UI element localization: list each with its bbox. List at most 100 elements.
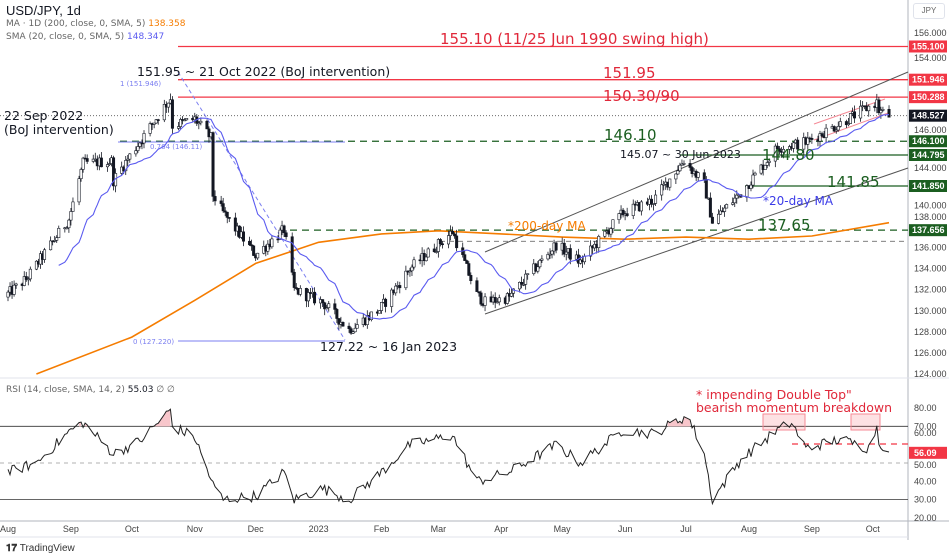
candle bbox=[696, 171, 700, 182]
candle-body bbox=[848, 113, 852, 124]
ann-jan-low: 127.22 ~ 16 Jan 2023 bbox=[320, 339, 457, 354]
candle-body bbox=[241, 231, 245, 242]
candle bbox=[832, 125, 836, 133]
candle bbox=[597, 234, 601, 253]
currency-button[interactable]: JPY bbox=[913, 3, 945, 19]
symbol-title[interactable]: USD/JPY, 1d bbox=[6, 3, 81, 18]
candle-body bbox=[341, 322, 345, 327]
candle-body bbox=[753, 172, 757, 176]
candle-body bbox=[156, 119, 160, 121]
candle bbox=[751, 169, 755, 189]
time-tick-label: Apr bbox=[494, 524, 508, 534]
candle bbox=[568, 244, 572, 265]
candle-body bbox=[227, 217, 231, 219]
candle bbox=[81, 156, 85, 173]
candle bbox=[199, 117, 203, 126]
candle bbox=[479, 290, 483, 307]
candle-body bbox=[859, 105, 863, 119]
price-tick-label: 154.000 bbox=[914, 53, 947, 63]
candle-body bbox=[138, 142, 142, 147]
candle-body bbox=[475, 280, 479, 292]
price-tick-label: 132.000 bbox=[914, 285, 947, 295]
candle-body bbox=[438, 239, 442, 245]
ann-146: 146.10 bbox=[604, 126, 657, 144]
candle-body bbox=[469, 275, 473, 281]
minor-channel-upper[interactable] bbox=[813, 98, 886, 125]
candle-body bbox=[99, 157, 103, 168]
tradingview-logo[interactable]: 𝟏𝟕 TradingView bbox=[6, 543, 75, 554]
candle-body bbox=[522, 284, 526, 286]
candle-body bbox=[55, 237, 59, 241]
candle bbox=[225, 211, 229, 224]
price-tag bbox=[909, 135, 947, 148]
candle bbox=[806, 131, 810, 150]
channel-lower-line[interactable] bbox=[484, 167, 909, 315]
ma20-value: 148.347 bbox=[127, 32, 165, 42]
candle-body bbox=[702, 172, 706, 180]
candle-body bbox=[505, 293, 509, 304]
candle-body bbox=[824, 127, 828, 138]
candle-body bbox=[223, 210, 227, 213]
candle-body bbox=[43, 249, 47, 260]
candle-body bbox=[650, 198, 654, 205]
candle bbox=[284, 230, 288, 240]
candle bbox=[53, 235, 57, 243]
candle-body bbox=[410, 266, 414, 272]
candle bbox=[126, 155, 130, 167]
candle bbox=[463, 250, 467, 261]
candle bbox=[436, 238, 440, 258]
time-tick-label: Sep bbox=[63, 524, 79, 534]
candle-body bbox=[292, 271, 296, 288]
ann-intervention-oct: 151.95 ~ 21 Oct 2022 (BoJ intervention) bbox=[137, 64, 390, 79]
candle bbox=[550, 250, 554, 259]
candle bbox=[22, 271, 26, 287]
candle bbox=[887, 105, 891, 118]
candle-body bbox=[347, 325, 351, 329]
candle bbox=[438, 238, 442, 247]
fib-trend-line[interactable] bbox=[177, 71, 346, 341]
candle bbox=[124, 156, 128, 176]
candle bbox=[818, 130, 822, 148]
candle-body bbox=[597, 236, 601, 249]
candle-body bbox=[536, 266, 540, 272]
candle-body bbox=[467, 263, 471, 276]
price-tag-label: 148.527 bbox=[912, 111, 945, 121]
double-top-box-2[interactable] bbox=[850, 413, 881, 431]
price-axis[interactable]: 156.000 154.000 146.000 144.000 140.000 138.0… bbox=[914, 28, 947, 379]
candle bbox=[221, 197, 225, 213]
candle bbox=[424, 254, 428, 262]
time-axis[interactable]: Aug Sep Oct Nov Dec 2023 Feb Mar Apr May Jun Jul Aug… bbox=[0, 524, 880, 534]
candle-body bbox=[731, 202, 735, 205]
price-tag bbox=[909, 224, 947, 237]
candle bbox=[455, 229, 459, 251]
candle bbox=[71, 197, 75, 212]
candle bbox=[583, 253, 587, 265]
time-tick-label: Mar bbox=[431, 524, 447, 534]
price-tag bbox=[909, 40, 947, 53]
candle bbox=[250, 239, 254, 251]
candle-body bbox=[126, 158, 130, 161]
candle-body bbox=[463, 254, 467, 261]
candle bbox=[398, 281, 402, 294]
candle bbox=[128, 153, 132, 163]
candle-body bbox=[71, 201, 75, 212]
candle bbox=[24, 271, 28, 282]
candle-body bbox=[369, 311, 373, 320]
candle bbox=[475, 277, 479, 292]
candle-body bbox=[65, 227, 69, 230]
candle-body bbox=[105, 164, 109, 168]
candle bbox=[639, 200, 643, 216]
candle bbox=[134, 146, 138, 157]
candle bbox=[140, 139, 144, 150]
candle-body bbox=[465, 260, 469, 264]
candle bbox=[43, 247, 47, 263]
candle bbox=[688, 159, 692, 171]
candle-body bbox=[662, 183, 666, 186]
channel-upper-line[interactable] bbox=[484, 71, 909, 253]
chart-legend: USD/JPY, 1d MA · 1D (200, close, 0, SMA,… bbox=[6, 3, 185, 44]
candle-body bbox=[495, 301, 499, 304]
candle-body bbox=[355, 324, 359, 329]
candle bbox=[278, 227, 282, 240]
